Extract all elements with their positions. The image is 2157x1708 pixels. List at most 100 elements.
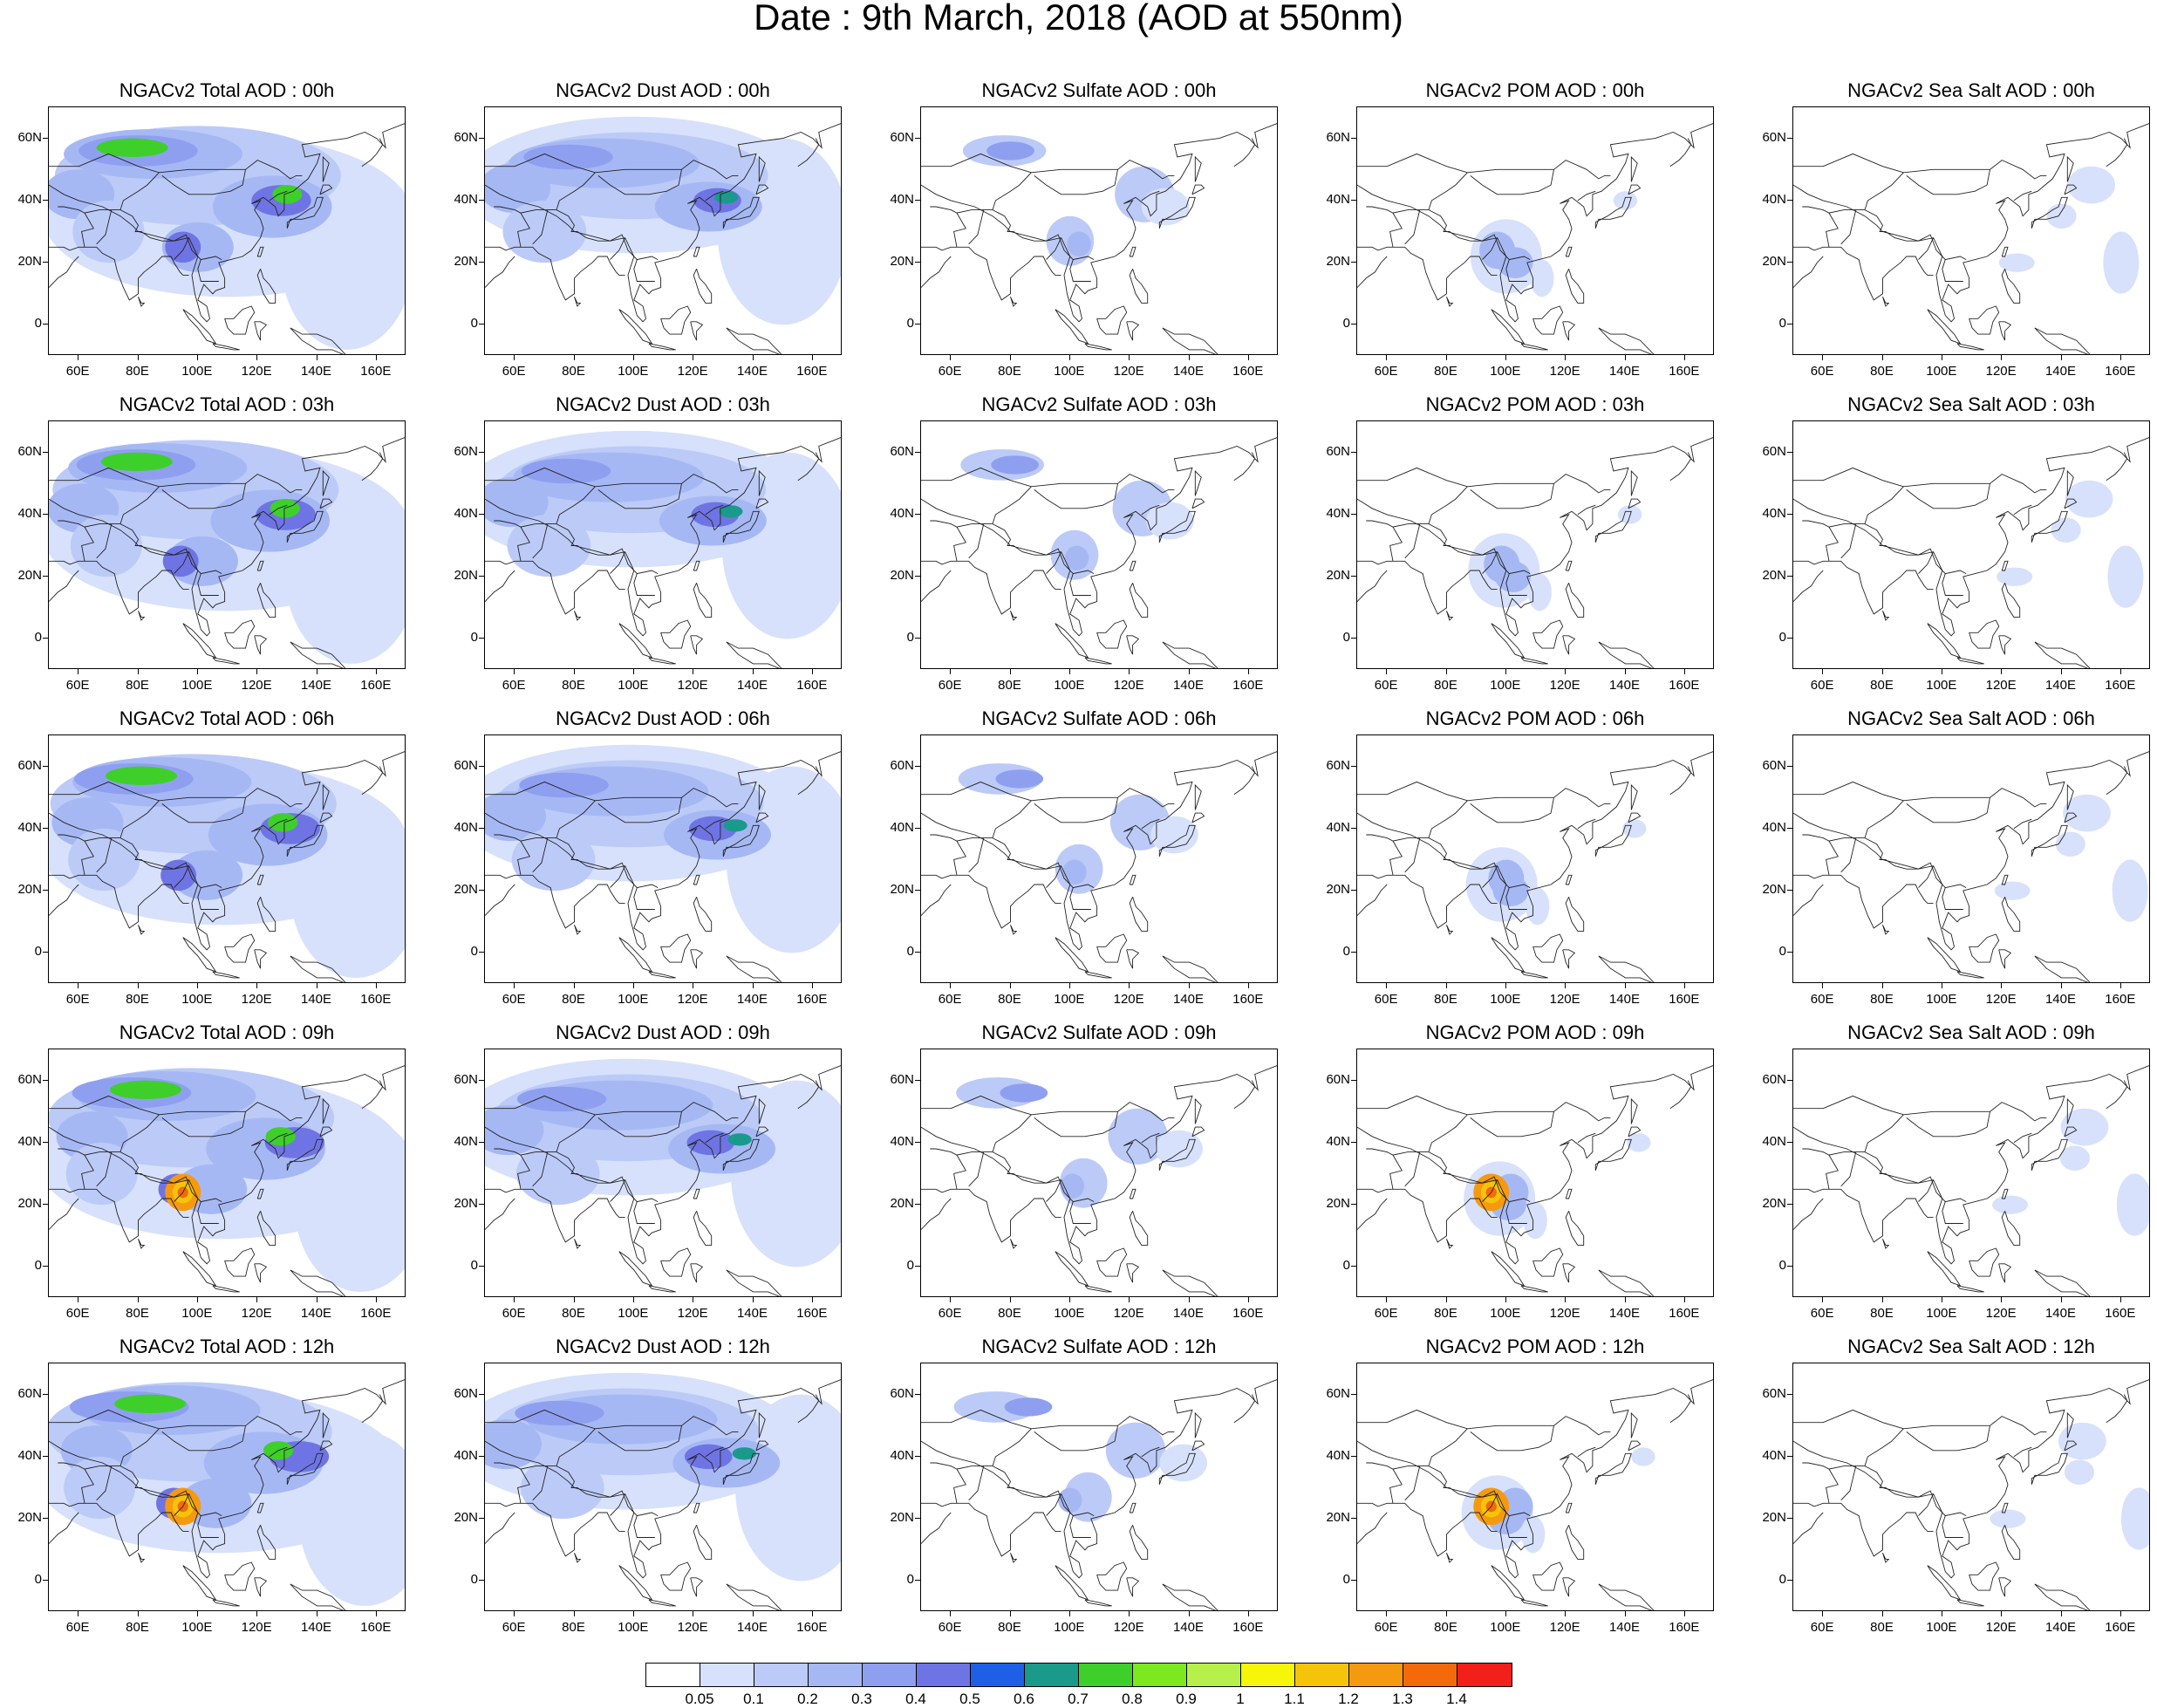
panel-title: NGACv2 Total AOD : 03h: [119, 393, 335, 415]
lat-tick: [479, 638, 484, 639]
coastline: [1389, 1154, 1403, 1190]
lat-tick: [479, 1079, 484, 1081]
colorbar-label: 1.1: [1284, 1691, 1305, 1707]
lon-tick: [1565, 983, 1567, 988]
aod-map: [1793, 437, 2149, 668]
lat-label: 20N: [1326, 254, 1350, 270]
aod-map: [49, 1379, 405, 1610]
map-frame: [484, 420, 842, 669]
coastline: [138, 1553, 146, 1563]
panel-title: NGACv2 Sulfate AOD : 09h: [981, 1021, 1217, 1043]
coastline: [1840, 1151, 1857, 1187]
lat-tick: [915, 1266, 920, 1267]
lat-tick: [43, 324, 48, 325]
map-panel-pom-4: NGACv2 POM AOD : 12h 60N 40N 20N 0 60E 80E 100E…: [1308, 1336, 1718, 1650]
coastline: [992, 837, 1095, 889]
lon-label: 80E: [1870, 992, 1894, 1007]
coastline: [968, 1151, 985, 1187]
lon-tick: [256, 669, 258, 674]
coastline: [1470, 483, 1554, 509]
lat-label: 20N: [890, 254, 914, 270]
aod-contour: [1108, 1108, 1168, 1165]
coastline: [1802, 800, 1904, 842]
coastline: [1840, 209, 1857, 245]
coastline: [81, 840, 94, 876]
coastline: [2064, 184, 2078, 195]
coastline: [119, 1151, 222, 1203]
lat-label: 40N: [890, 819, 914, 835]
lon-label: 100E: [1926, 678, 1957, 693]
coastline: [1793, 1198, 1824, 1230]
map-frame: [1792, 734, 2150, 983]
coastline: [1126, 1263, 1140, 1283]
lat-tick: [1351, 199, 1356, 201]
lon-label: 100E: [181, 992, 213, 1007]
lon-tick: [1247, 669, 1249, 674]
lat-tick: [43, 1079, 48, 1081]
lat-tick: [1351, 1141, 1356, 1143]
coastline: [319, 184, 333, 195]
lon-tick: [256, 983, 258, 988]
coastline: [1918, 1179, 1935, 1202]
coastline: [921, 1065, 1277, 1265]
lon-tick: [1068, 669, 1070, 674]
coastline: [660, 619, 692, 649]
coastline: [930, 1428, 1032, 1470]
coastline: [174, 865, 190, 888]
coastline: [49, 1065, 405, 1265]
aod-contour: [1495, 561, 1532, 592]
lon-label: 80E: [126, 992, 149, 1007]
lat-label: 20N: [1762, 1196, 1786, 1212]
lat-tick: [43, 952, 48, 953]
lon-tick: [2119, 355, 2121, 360]
coastline: [1404, 837, 1421, 873]
coastline: [1055, 937, 1089, 973]
coastline: [1129, 874, 1137, 885]
lon-tick: [950, 1611, 952, 1616]
aod-contour: [1998, 253, 2035, 272]
lat-tick: [479, 451, 484, 453]
lon-label: 140E: [1608, 992, 1641, 1007]
coastline: [921, 467, 1175, 494]
coastline: [1404, 1151, 1421, 1187]
lon-tick: [1009, 355, 1011, 360]
lon-label: 100E: [1054, 678, 1085, 693]
coastline: [212, 971, 240, 979]
coastline: [532, 523, 549, 559]
coastline: [49, 1512, 79, 1544]
coastline: [517, 526, 530, 562]
lon-tick: [137, 1611, 139, 1616]
map-panel-sulfate-4: NGACv2 Sulfate AOD : 12h 60N 40N 20N 0 60E 80E…: [872, 1336, 1282, 1650]
lon-tick: [375, 1297, 377, 1302]
map-panel-sulfate-2: NGACv2 Sulfate AOD : 06h 60N 40N 20N 0 60E 80E…: [872, 708, 1282, 1022]
coastline: [161, 169, 246, 195]
colorbar-swatch: [1079, 1664, 1133, 1686]
map-frame: [48, 106, 406, 355]
lon-label: 100E: [1926, 1620, 1957, 1635]
aod-map: [485, 430, 841, 668]
lon-label: 160E: [1669, 364, 1700, 379]
coastline: [1532, 619, 1564, 649]
coastline: [1084, 657, 1112, 665]
coastline: [1562, 321, 1576, 341]
coastline: [49, 560, 189, 615]
lat-tick: [43, 1204, 48, 1206]
lat-tick: [43, 451, 48, 453]
lon-label: 80E: [1434, 364, 1457, 379]
coastline: [1482, 865, 1498, 888]
coastline: [1162, 327, 1218, 354]
colorbar-label: 1.2: [1338, 1691, 1359, 1707]
colorbar-swatch: [1403, 1664, 1457, 1686]
coastline: [182, 1251, 217, 1287]
lon-tick: [1822, 983, 1824, 988]
lon-label: 160E: [796, 364, 828, 379]
coastline: [256, 874, 264, 885]
coastline: [797, 138, 820, 167]
map-frame: [1356, 1363, 1714, 1611]
coastline: [755, 1126, 769, 1138]
coastline: [197, 887, 219, 910]
lat-tick: [1351, 576, 1356, 577]
lat-label: 60N: [890, 757, 914, 773]
coastline: [1520, 1285, 1548, 1293]
coastline: [1927, 1565, 1962, 1601]
